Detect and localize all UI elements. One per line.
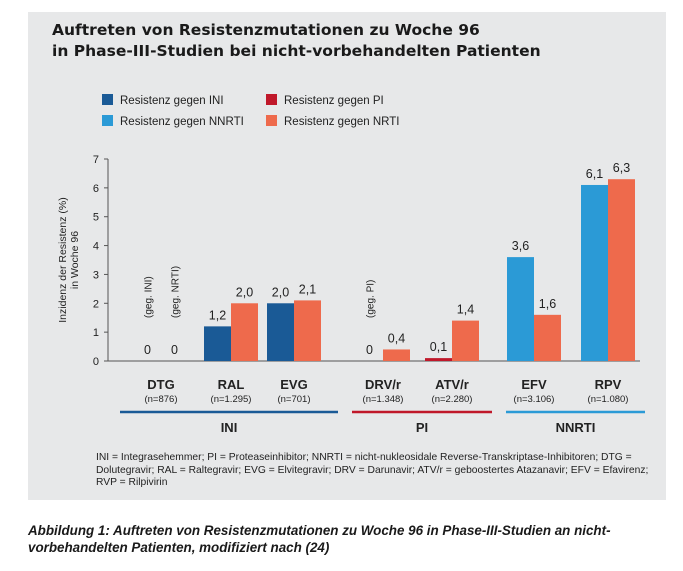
legend-item-ini: Resistenz gegen INI	[102, 94, 224, 107]
bar-nrti-efv	[534, 314, 561, 361]
data-label: 0,4	[388, 331, 405, 345]
x-category-n-label: (n=876)	[144, 394, 177, 405]
x-category-n-label: (n=701)	[277, 394, 310, 405]
bar-annotation: (geg. NRTI)	[171, 266, 182, 318]
legend-label-nrti: Resistenz gegen NRTI	[284, 116, 400, 128]
data-label: 3,6	[512, 239, 529, 253]
y-tick-label: 7	[93, 154, 99, 166]
data-label: 2,0	[272, 285, 289, 299]
group-label-ini: INI	[221, 420, 238, 435]
x-category-n-label: (n=1.348)	[363, 394, 404, 405]
bar-nrti-rpv	[608, 179, 635, 361]
bar-nrti-ral	[231, 303, 258, 361]
x-category-n-label: (n=3.106)	[514, 394, 555, 405]
bar-ini-evg	[267, 303, 294, 361]
y-tick-label: 5	[93, 212, 99, 224]
x-category-label: ATV/r	[435, 377, 469, 392]
group-label-nnrti: NNRTI	[556, 420, 596, 435]
legend-item-pi: Resistenz gegen PI	[266, 94, 384, 107]
chart-title: Auftreten von Resistenzmutationen zu Woc…	[52, 20, 652, 62]
legend-label-ini: Resistenz gegen INI	[120, 95, 224, 107]
bar-pi-atvr	[425, 358, 452, 361]
data-label: 0,1	[430, 340, 447, 354]
data-label: 2,1	[299, 282, 316, 296]
bar-ini-ral	[204, 326, 231, 361]
data-label: 0	[171, 343, 178, 357]
data-label: 1,4	[457, 303, 474, 317]
legend-swatch-nrti	[266, 115, 277, 126]
data-label: 1,2	[209, 308, 226, 322]
data-label: 6,3	[613, 161, 630, 175]
figure-panel	[28, 12, 666, 500]
bar-nnrti-rpv	[581, 184, 608, 361]
legend-label-nnrti: Resistenz gegen NNRTI	[120, 116, 244, 128]
figure-caption: Abbildung 1: Auftreten von Resistenzmuta…	[28, 523, 611, 555]
data-label: 0	[144, 343, 151, 357]
y-tick-label: 2	[93, 298, 99, 310]
x-category-label: RAL	[218, 377, 245, 392]
data-label: 1,6	[539, 297, 556, 311]
bar-nrti-evg	[294, 300, 321, 361]
x-category-label: EFV	[521, 377, 547, 392]
y-tick-label: 0	[93, 356, 99, 368]
bar-nnrti-efv	[507, 257, 534, 361]
x-category-n-label: (n=2.280)	[432, 394, 473, 405]
data-label: 2,0	[236, 285, 253, 299]
x-category-label: DRV/r	[365, 377, 401, 392]
x-category-label: EVG	[280, 377, 307, 392]
chart-title-line-2: in Phase-III-Studien bei nicht-vorbehand…	[52, 42, 541, 60]
legend-swatch-nnrti	[102, 115, 113, 126]
x-category-label: DTG	[147, 377, 174, 392]
y-tick-label: 1	[93, 327, 99, 339]
legend-label-pi: Resistenz gegen PI	[284, 95, 384, 107]
bar-annotation: (geg. INI)	[144, 276, 155, 318]
y-tick-label: 3	[93, 269, 99, 281]
y-axis-label: Inzidenz der Resistenz (%)in Woche 96	[57, 197, 81, 322]
x-category-label: RPV	[595, 377, 622, 392]
bar-nrti-drvr	[383, 349, 410, 361]
chart-title-line-1: Auftreten von Resistenzmutationen zu Woc…	[52, 21, 480, 39]
legend-item-nrti: Resistenz gegen NRTI	[266, 115, 399, 128]
bar-annotation: (geg. PI)	[366, 280, 377, 318]
x-category-n-label: (n=1.080)	[588, 394, 629, 405]
group-label-pi: PI	[416, 420, 428, 435]
x-category-n-label: (n=1.295)	[211, 394, 252, 405]
bar-chart: 0 1 2 3 4 5 6 7 Inzidenz der Resistenz (%)in Woc…	[57, 154, 645, 435]
bar-nrti-atvr	[452, 320, 479, 361]
legend-item-nnrti: Resistenz gegen NNRTI	[102, 115, 244, 128]
legend-swatch-pi	[266, 94, 277, 105]
y-tick-label: 6	[93, 183, 99, 195]
data-label: 0	[366, 343, 373, 357]
footnote: INI = Integrasehemmer; PI = Proteaseinhi…	[96, 452, 649, 488]
y-tick-label: 4	[93, 241, 99, 253]
data-label: 6,1	[586, 167, 603, 181]
legend-swatch-ini	[102, 94, 113, 105]
